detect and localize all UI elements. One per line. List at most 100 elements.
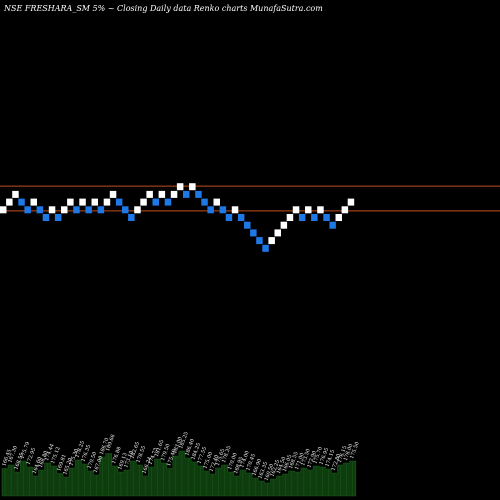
volume-label: 167.00 — [93, 455, 105, 473]
renko-brick-down — [207, 206, 214, 214]
renko-brick-up — [335, 214, 342, 221]
volume-label: 177.55 — [197, 446, 209, 464]
renko-brick-down — [250, 229, 257, 237]
volume-label: 172.90 — [306, 450, 318, 468]
volume-label: 176.15 — [337, 445, 349, 463]
volume-label: 160.50 — [264, 463, 276, 481]
volume-label: 165.20 — [62, 457, 74, 475]
volume-label: 167.30 — [7, 445, 19, 463]
volume-label: 185.25 — [178, 431, 190, 449]
renko-brick-down — [152, 198, 159, 206]
volume-label: 164.60 — [32, 456, 44, 474]
volume-label: 175.00 — [203, 451, 215, 469]
renko-brick-down — [164, 198, 172, 206]
renko-brick-up — [91, 198, 98, 206]
renko-brick-up — [292, 206, 300, 214]
volume-label: 186.70 — [99, 437, 111, 455]
volume-label: 175.70 — [312, 446, 324, 464]
renko-brick-down — [323, 214, 330, 221]
renko-brick-up — [176, 183, 184, 191]
volume-label: 172.95 — [26, 447, 38, 465]
volume-label: 178.35 — [221, 445, 233, 463]
volume-label: 169.81 — [56, 454, 68, 472]
volume-label: 172.80 — [331, 453, 343, 471]
volume-label: 175.12 — [50, 446, 62, 464]
reference-lines — [0, 185, 500, 212]
renko-brick-down — [73, 206, 80, 214]
renko-brick-up — [61, 206, 68, 214]
volume-label: 175.40 — [166, 449, 178, 467]
volume-label: 176.35 — [81, 444, 93, 462]
volume-label: 173.50 — [300, 448, 312, 466]
renko-brick-down — [311, 214, 318, 221]
renko-brick-up — [213, 198, 220, 206]
volume-label: 178.25 — [74, 440, 86, 458]
renko-brick-up — [274, 229, 281, 237]
volume-label: 189.66 — [105, 434, 117, 452]
volume-label: 168.95 — [233, 456, 245, 474]
volume-label: 168.80 — [38, 450, 50, 468]
volume-label: 174.73 — [148, 447, 160, 465]
renko-brick-down — [298, 214, 306, 221]
renko-brick-down — [24, 206, 31, 214]
renko-brick-up — [67, 198, 74, 206]
volume-label: 166.24 — [142, 456, 154, 474]
renko-brick-down — [97, 206, 105, 214]
volume-label: 182.65 — [129, 441, 141, 459]
volume-label: 176.88 — [111, 446, 123, 464]
renko-brick-up — [6, 198, 13, 206]
volume-label: 166.90 — [251, 458, 263, 476]
renko-brick-down — [36, 206, 44, 214]
renko-brick-up — [280, 221, 288, 229]
volume-label: 170.50 — [87, 451, 99, 469]
renko-brick-up — [30, 198, 37, 206]
volume-label: 173.10 — [123, 450, 135, 468]
volume-label: 174.44 — [44, 443, 56, 461]
renko-brick-up — [268, 237, 275, 245]
renko-brick-down — [244, 221, 251, 229]
renko-brick-up — [48, 206, 56, 214]
renko-brick-up — [79, 198, 86, 206]
volume-label: 168.55 — [14, 452, 26, 470]
volume-label: 179.50 — [160, 443, 172, 461]
volume-label: 168.55 — [288, 451, 300, 469]
renko-brick-up — [134, 206, 141, 214]
renko-brick-up — [140, 198, 147, 206]
volume-area: 166.45167.30168.55175.79172.95164.60168.… — [1, 431, 361, 497]
volume-label: 178.00 — [343, 443, 355, 461]
volume-label: 166.45 — [1, 449, 13, 467]
volume-label: 181.65 — [154, 439, 166, 457]
renko-bricks — [0, 183, 355, 252]
renko-brick-down — [128, 214, 135, 221]
renko-brick-down — [256, 237, 263, 245]
volume-label: 162.25 — [270, 459, 282, 477]
volume-label: 175.30 — [68, 448, 80, 466]
volume-label: 176.95 — [319, 447, 331, 465]
renko-brick-up — [286, 214, 294, 221]
volume-label: 169.13 — [117, 452, 129, 470]
renko-brick-up — [189, 183, 196, 191]
volume-label: 186.40 — [184, 438, 196, 456]
renko-brick-down — [225, 214, 233, 221]
volume-label: 166.05 — [282, 454, 294, 472]
renko-brick-up — [0, 206, 7, 214]
volume-label: 164.50 — [276, 456, 288, 474]
renko-brick-up — [12, 190, 19, 198]
volume-label: 171.00 — [294, 452, 306, 470]
renko-brick-down — [195, 190, 202, 198]
volume-label: 163.35 — [258, 461, 270, 479]
renko-brick-down — [18, 198, 25, 206]
renko-brick-up — [341, 206, 349, 214]
volume-label: 170.00 — [227, 452, 239, 470]
renko-brick-up — [146, 190, 153, 198]
volume-label: 183.00 — [172, 436, 184, 454]
renko-brick-down — [201, 198, 208, 206]
renko-brick-down — [329, 221, 336, 229]
renko-brick-up — [158, 190, 166, 198]
volume-label: 174.00 — [239, 450, 251, 468]
renko-brick-up — [317, 206, 324, 214]
renko-brick-down — [42, 214, 50, 221]
renko-brick-down — [122, 206, 129, 214]
renko-brick-up — [109, 190, 117, 198]
